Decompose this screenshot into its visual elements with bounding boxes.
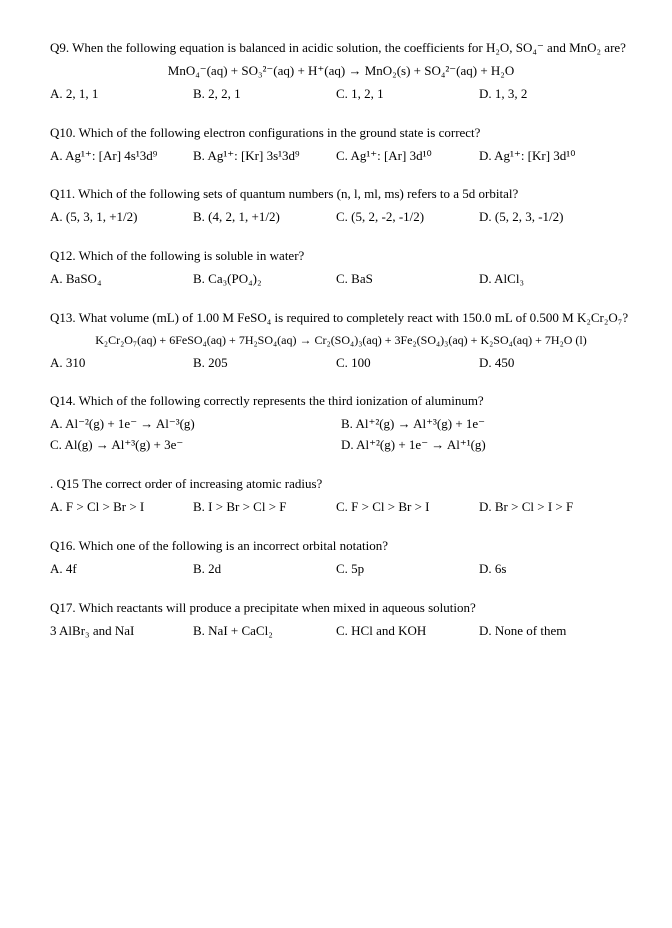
q12-opt-a: A. BaSO₄ [50,271,193,288]
q16-stem: Q16. Which one of the following is an in… [50,538,632,555]
q12-opt-d: D. AlCl₃ [479,271,622,288]
question-10: Q10. Which of the following electron con… [50,125,632,165]
question-9: Q9. When the following equation is balan… [50,40,632,103]
q10-opt-a: A. Ag¹⁺: [Ar] 4s¹3d⁹ [50,148,193,165]
q11-opt-c: C. (5, 2, -2, -1/2) [336,209,479,226]
q15-opt-d: D. Br > Cl > I > F [479,499,622,516]
q11-options: A. (5, 3, 1, +1/2) B. (4, 2, 1, +1/2) C.… [50,209,632,226]
q9-opt-b: B. 2, 2, 1 [193,86,336,103]
question-16: Q16. Which one of the following is an in… [50,538,632,578]
question-17: Q17. Which reactants will produce a prec… [50,600,632,640]
q13-options: A. 310 B. 205 C. 100 D. 450 [50,355,632,372]
q10-options: A. Ag¹⁺: [Ar] 4s¹3d⁹ B. Ag¹⁺: [Kr] 3s¹3d… [50,148,632,165]
q17-stem: Q17. Which reactants will produce a prec… [50,600,632,617]
q10-opt-c: C. Ag¹⁺: [Ar] 3d¹⁰ [336,148,479,165]
q14-stem: Q14. Which of the following correctly re… [50,393,632,410]
q16-opt-c: C. 5p [336,561,479,578]
q9-opt-d: D. 1, 3, 2 [479,86,622,103]
question-15: . Q15 The correct order of increasing at… [50,476,632,516]
q12-opt-b: B. Ca₃(PO₄)₂ [193,271,336,288]
q13-opt-d: D. 450 [479,355,622,372]
q10-opt-b: B. Ag¹⁺: [Kr] 3s¹3d⁹ [193,148,336,165]
q15-opt-c: C. F > Cl > Br > I [336,499,479,516]
q15-opt-a: A. F > Cl > Br > I [50,499,193,516]
q16-opt-d: D. 6s [479,561,622,578]
q14-opt-b: B. Al⁺²(g) → Al⁺³(g) + 1e⁻ [341,416,632,433]
q15-opt-b: B. I > Br > Cl > F [193,499,336,516]
q15-options: A. F > Cl > Br > I B. I > Br > Cl > F C.… [50,499,632,516]
q16-opt-a: A. 4f [50,561,193,578]
q9-options: A. 2, 1, 1 B. 2, 2, 1 C. 1, 2, 1 D. 1, 3… [50,86,632,103]
q17-opt-d: D. None of them [479,623,622,640]
question-12: Q12. Which of the following is soluble i… [50,248,632,288]
q11-opt-a: A. (5, 3, 1, +1/2) [50,209,193,226]
q9-equation: MnO₄⁻(aq) + SO₃²⁻(aq) + H⁺(aq) → MnO₂(s)… [50,63,632,80]
q9-opt-a: A. 2, 1, 1 [50,86,193,103]
q17-options: 3 AlBr₃ and NaI B. NaI + CaCl₂ C. HCl an… [50,623,632,640]
q16-options: A. 4f B. 2d C. 5p D. 6s [50,561,632,578]
q14-options: A. Al⁻²(g) + 1e⁻ → Al⁻³(g) B. Al⁺²(g) → … [50,416,632,454]
q12-options: A. BaSO₄ B. Ca₃(PO₄)₂ C. BaS D. AlCl₃ [50,271,632,288]
q9-stem: Q9. When the following equation is balan… [50,40,632,57]
q13-equation: K₂Cr₂O₇(aq) + 6FeSO₄(aq) + 7H₂SO₄(aq) → … [50,333,632,349]
q15-stem: . Q15 The correct order of increasing at… [50,476,632,493]
q10-stem: Q10. Which of the following electron con… [50,125,632,142]
q17-opt-c: C. HCl and KOH [336,623,479,640]
q13-opt-b: B. 205 [193,355,336,372]
question-14: Q14. Which of the following correctly re… [50,393,632,454]
q14-opt-d: D. Al⁺²(g) + 1e⁻ → Al⁺¹(g) [341,437,632,454]
q13-stem: Q13. What volume (mL) of 1.00 M FeSO₄ is… [50,310,632,327]
q17-opt-b: B. NaI + CaCl₂ [193,623,336,640]
q11-opt-b: B. (4, 2, 1, +1/2) [193,209,336,226]
q13-opt-a: A. 310 [50,355,193,372]
q14-opt-a: A. Al⁻²(g) + 1e⁻ → Al⁻³(g) [50,416,341,433]
q14-opt-c: C. Al(g) → Al⁺³(g) + 3e⁻ [50,437,341,454]
q11-stem: Q11. Which of the following sets of quan… [50,186,632,203]
q9-opt-c: C. 1, 2, 1 [336,86,479,103]
q17-opt-a: 3 AlBr₃ and NaI [50,623,193,640]
q12-stem: Q12. Which of the following is soluble i… [50,248,632,265]
q12-opt-c: C. BaS [336,271,479,288]
q10-opt-d: D. Ag¹⁺: [Kr] 3d¹⁰ [479,148,622,165]
q11-opt-d: D. (5, 2, 3, -1/2) [479,209,622,226]
question-11: Q11. Which of the following sets of quan… [50,186,632,226]
question-13: Q13. What volume (mL) of 1.00 M FeSO₄ is… [50,310,632,371]
q16-opt-b: B. 2d [193,561,336,578]
q13-opt-c: C. 100 [336,355,479,372]
